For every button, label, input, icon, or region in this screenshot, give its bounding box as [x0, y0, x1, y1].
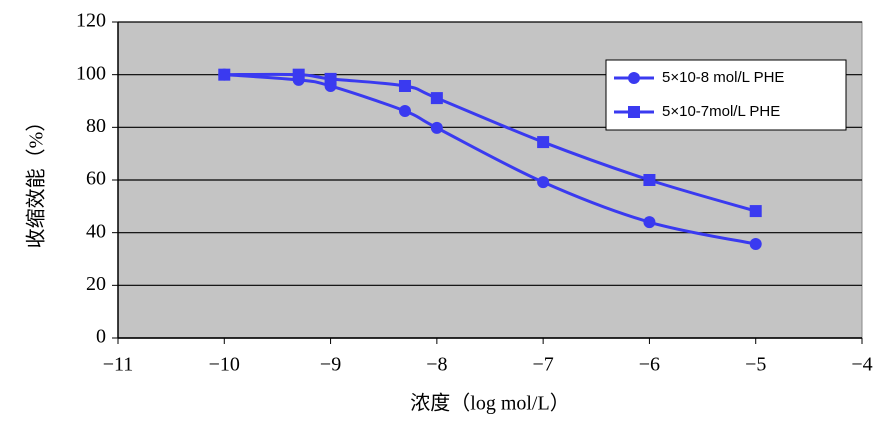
legend-label: 5×10-7mol/L PHE	[662, 103, 780, 120]
marker	[643, 174, 656, 186]
marker	[749, 237, 762, 250]
y-tick-label: 0	[96, 326, 106, 348]
marker	[537, 136, 550, 149]
x-tick-label: −8	[426, 354, 447, 376]
y-tick-label: 60	[86, 168, 106, 190]
x-tick-label: −11	[103, 354, 134, 376]
x-tick-label: −4	[851, 354, 872, 376]
marker	[430, 121, 443, 134]
x-tick-label: −6	[639, 354, 660, 376]
y-tick-label: 100	[76, 62, 106, 84]
marker	[537, 176, 550, 189]
x-tick-label: −10	[209, 354, 240, 376]
marker	[628, 106, 640, 118]
marker	[292, 68, 305, 81]
y-tick-label: 20	[86, 273, 106, 295]
y-tick-label: 120	[76, 10, 106, 32]
marker	[324, 72, 337, 85]
marker	[398, 79, 411, 92]
marker	[749, 205, 762, 218]
marker	[430, 92, 443, 105]
x-tick-label: −7	[533, 354, 554, 376]
marker	[218, 68, 231, 81]
x-tick-label: −9	[320, 354, 341, 376]
legend-box	[605, 59, 847, 131]
y-tick-label: 80	[86, 115, 106, 137]
x-tick-label: −5	[745, 354, 766, 376]
marker	[643, 216, 656, 229]
marker	[398, 105, 411, 118]
y-tick-label: 40	[86, 220, 106, 242]
marker	[628, 72, 640, 84]
legend-label: 5×10-8 mol/L PHE	[662, 69, 784, 86]
y-axis-label: 收缩效能（%）	[25, 112, 48, 249]
x-axis-label: 浓度（log mol/L）	[410, 392, 569, 415]
